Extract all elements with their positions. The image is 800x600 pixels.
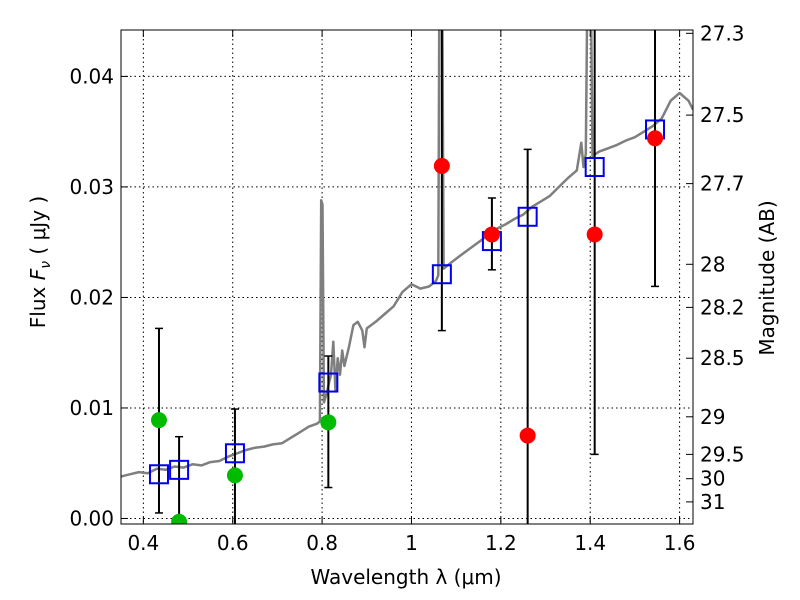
model-photometry-point: [431, 264, 452, 285]
x-tick-labels: 0.4 0.6 0.8 1 1.2 1.4 1.6: [127, 531, 695, 555]
magnitude-tick-label: 28.5: [700, 346, 745, 370]
y-tick-label: 0.04: [69, 64, 114, 88]
detection-point: [483, 226, 500, 243]
non-detection-point: [171, 513, 188, 524]
y-axis-title-suffix: ( μJy ): [26, 196, 50, 261]
x-tick-label: 0.8: [306, 531, 338, 555]
model-photometry-point: [224, 443, 245, 464]
model-photometry-point: [584, 157, 605, 178]
plot-area: [121, 30, 693, 524]
plot-frame: [120, 29, 694, 525]
model-spectrum-line: [121, 30, 693, 478]
model-photometry-point: [148, 464, 169, 485]
x-axis-title: Wavelength λ (μm): [310, 565, 501, 589]
magnitude-tick-label: 27.7: [700, 172, 745, 196]
magnitude-tick-label: 31: [700, 490, 725, 514]
model-photometry-point: [517, 206, 538, 227]
magnitude-tick-label: 29.5: [700, 442, 745, 466]
grid: [121, 30, 693, 524]
detection-point: [586, 226, 603, 243]
axis-ticks: [121, 30, 693, 524]
magnitude-tick-label: 27.3: [700, 21, 745, 45]
y-axis-title-symbol: F: [26, 268, 50, 280]
y2-axis-title: Magnitude (AB): [755, 200, 779, 355]
x-tick-label: 0.4: [127, 531, 159, 555]
non-detection-point: [150, 412, 167, 429]
x-tick-label: 1.6: [664, 531, 696, 555]
non-detection-point: [226, 467, 243, 484]
y-tick-label: 0.00: [69, 506, 114, 530]
y-axis-title: Flux Fν ( μJy ): [26, 196, 54, 328]
magnitude-tick-label: 30: [700, 467, 725, 491]
x-tick-label: 0.6: [217, 531, 249, 555]
y-tick-labels: 0.00 0.01 0.02 0.03 0.04: [69, 64, 114, 530]
y-axis-title-subscript: ν: [38, 261, 54, 269]
observed-points: [150, 130, 664, 524]
x-tick-label: 1.4: [574, 531, 606, 555]
model-photometry-point: [318, 372, 339, 393]
detection-point: [433, 157, 450, 174]
magnitude-tick-label: 29: [700, 405, 725, 429]
magnitude-tick-label: 28.2: [700, 295, 745, 319]
magnitude-tick-label: 28: [700, 252, 725, 276]
y-tick-label: 0.03: [69, 175, 114, 199]
y-axis-title-prefix: Flux: [26, 280, 50, 328]
detection-point: [519, 427, 536, 444]
non-detection-point: [320, 414, 337, 431]
magnitude-tick-label: 27.5: [700, 103, 745, 127]
y-tick-label: 0.02: [69, 285, 114, 309]
x-tick-label: 1.2: [485, 531, 517, 555]
detection-point: [647, 130, 664, 147]
model-photometry-point: [169, 459, 190, 480]
x-tick-label: 1: [405, 531, 418, 555]
y-tick-label: 0.01: [69, 396, 114, 420]
